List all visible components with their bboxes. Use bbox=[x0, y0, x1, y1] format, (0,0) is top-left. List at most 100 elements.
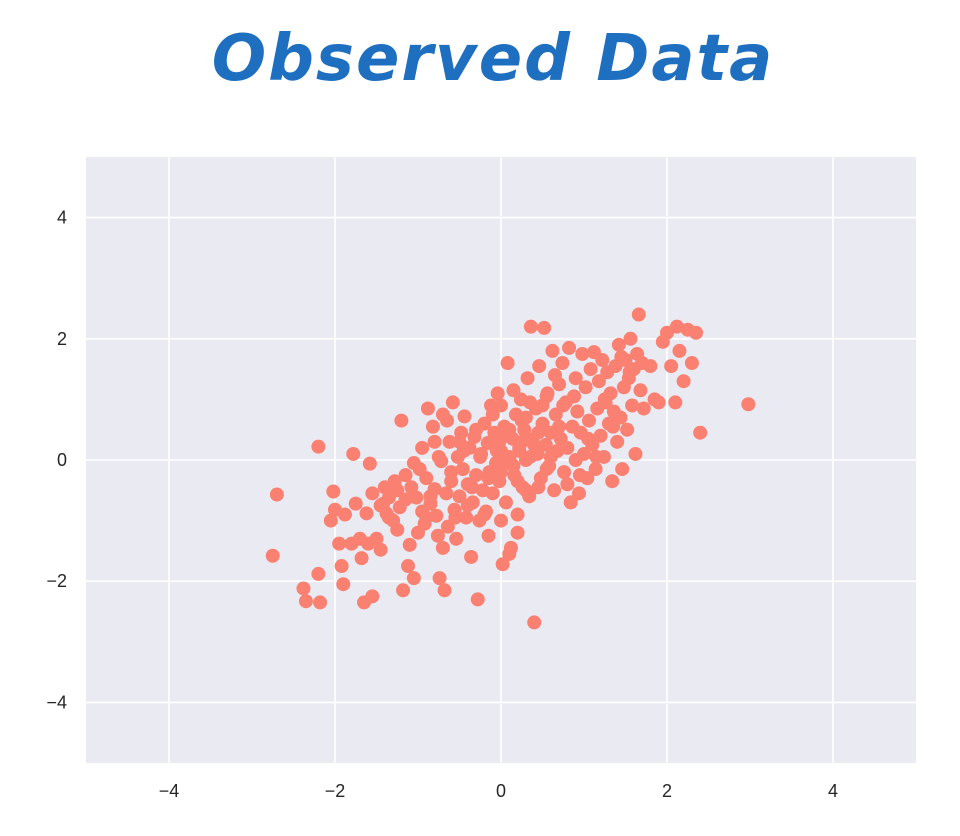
scatter-point bbox=[684, 356, 699, 371]
scatter-point bbox=[406, 571, 421, 586]
scatter-point bbox=[518, 483, 533, 498]
scatter-point bbox=[589, 449, 604, 464]
scatter-point bbox=[636, 401, 651, 416]
scatter-point bbox=[593, 428, 608, 443]
scatter-point bbox=[572, 486, 587, 501]
x-tick-label: 4 bbox=[828, 781, 838, 801]
scatter-point bbox=[567, 389, 582, 404]
x-axis-ticks: −4 −2 0 2 4 bbox=[159, 781, 838, 801]
scatter-point bbox=[620, 422, 635, 437]
scatter-point bbox=[668, 395, 683, 410]
scatter-point bbox=[469, 422, 484, 437]
scatter-point bbox=[570, 404, 585, 419]
scatter-point bbox=[510, 474, 525, 489]
scatter-point bbox=[419, 510, 434, 525]
scatter-point bbox=[398, 492, 413, 507]
y-tick-label: −2 bbox=[46, 571, 67, 591]
x-tick-label: −4 bbox=[159, 781, 180, 801]
scatter-point bbox=[485, 407, 500, 422]
scatter-point bbox=[369, 531, 384, 546]
scatter-point bbox=[672, 343, 687, 358]
scatter-point bbox=[581, 431, 596, 446]
scatter-point bbox=[498, 495, 513, 510]
scatter-point bbox=[373, 542, 388, 557]
scatter-point bbox=[381, 510, 396, 525]
scatter-point bbox=[326, 484, 341, 499]
scatter-point bbox=[527, 615, 542, 630]
scatter-point bbox=[615, 462, 630, 477]
scatter-point bbox=[427, 434, 442, 449]
scatter-point bbox=[539, 462, 554, 477]
x-tick-label: −2 bbox=[325, 781, 346, 801]
scatter-point bbox=[452, 434, 467, 449]
scatter-point bbox=[605, 474, 620, 489]
scatter-point bbox=[523, 395, 538, 410]
scatter-point bbox=[442, 434, 457, 449]
scatter-point bbox=[631, 307, 646, 322]
scatter-point bbox=[439, 486, 454, 501]
scatter-point bbox=[390, 483, 405, 498]
scatter-point bbox=[359, 506, 374, 521]
scatter-point bbox=[633, 383, 648, 398]
scatter-point bbox=[614, 349, 629, 364]
scatter-point bbox=[552, 419, 567, 434]
scatter-point bbox=[628, 446, 643, 461]
scatter-point bbox=[547, 368, 562, 383]
scatter-point bbox=[398, 468, 413, 483]
scatter-point bbox=[495, 557, 510, 572]
scatter-point bbox=[531, 425, 546, 440]
scatter-point bbox=[401, 559, 416, 574]
scatter-point bbox=[430, 528, 445, 543]
scatter-point bbox=[432, 571, 447, 586]
scatter-point bbox=[490, 386, 505, 401]
scatter-point bbox=[581, 413, 596, 428]
scatter-point bbox=[575, 346, 590, 361]
scatter-point bbox=[444, 465, 459, 480]
scatter-point bbox=[689, 325, 704, 340]
scatter-point bbox=[448, 510, 463, 525]
y-axis-ticks: 4 2 0 −2 −4 bbox=[46, 208, 67, 713]
scatter-point bbox=[480, 436, 495, 451]
chart-title: Observed Data bbox=[212, 22, 775, 96]
scatter-point bbox=[583, 362, 598, 377]
scatter-point bbox=[520, 431, 535, 446]
scatter-point bbox=[514, 413, 529, 428]
x-tick-label: 2 bbox=[662, 781, 672, 801]
scatter-point bbox=[470, 592, 485, 607]
scatter-point bbox=[449, 531, 464, 546]
scatter-point bbox=[597, 392, 612, 407]
scatter-point bbox=[741, 397, 756, 412]
scatter-point bbox=[377, 480, 392, 495]
scatter-point bbox=[481, 528, 496, 543]
scatter-point bbox=[265, 548, 280, 563]
scatter-point bbox=[337, 507, 352, 522]
scatter-point bbox=[494, 465, 508, 480]
scatter-point bbox=[591, 374, 606, 389]
scatter-point bbox=[477, 507, 492, 522]
scatter-point bbox=[676, 374, 691, 389]
scatter-point bbox=[362, 456, 377, 471]
scatter-point bbox=[578, 380, 593, 395]
y-tick-label: 4 bbox=[57, 208, 67, 228]
scatter-point bbox=[568, 371, 583, 386]
scatter-point bbox=[455, 462, 470, 477]
scatter-point bbox=[485, 486, 500, 501]
scatter-point bbox=[595, 353, 610, 368]
scatter-point bbox=[611, 337, 626, 352]
scatter-point bbox=[336, 577, 351, 592]
scatter-point bbox=[415, 440, 430, 455]
scatter-point bbox=[643, 359, 658, 374]
scatter-point bbox=[269, 487, 284, 502]
scatter-point bbox=[506, 383, 521, 398]
scatter-point bbox=[373, 498, 388, 513]
scatter-point bbox=[532, 359, 547, 374]
scatter-point bbox=[298, 594, 313, 609]
scatter-point bbox=[500, 356, 515, 371]
scatter-point bbox=[502, 546, 517, 561]
scatter-point bbox=[365, 486, 380, 501]
scatter-point bbox=[435, 540, 450, 555]
scatter-point bbox=[531, 480, 546, 495]
scatter-point bbox=[313, 595, 328, 610]
scatter-point bbox=[563, 495, 578, 510]
